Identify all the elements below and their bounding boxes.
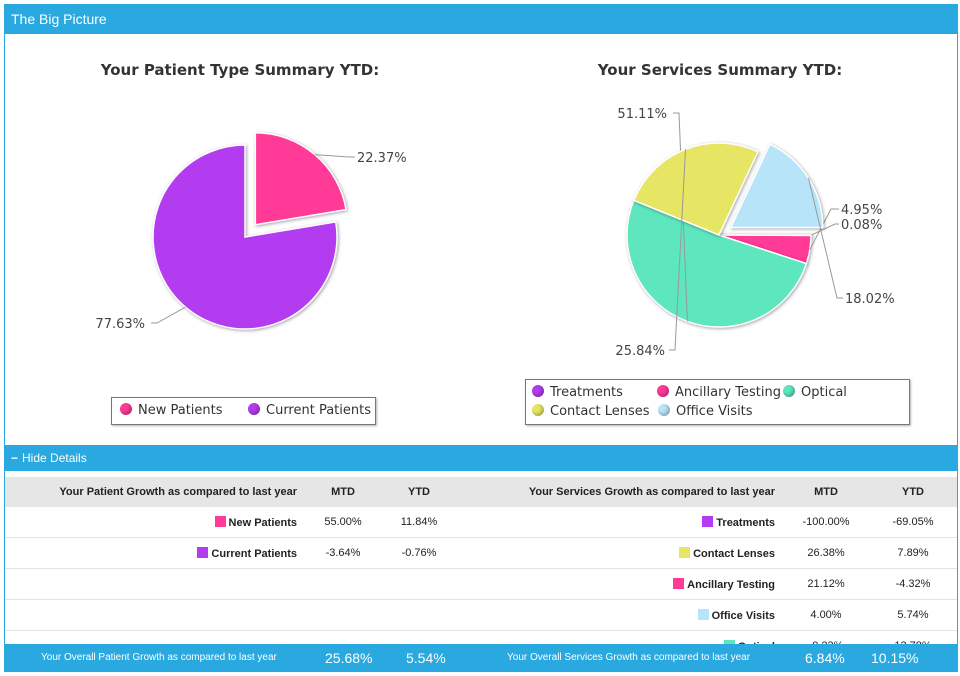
value-label-optical: 51.11% [617,107,667,122]
label-connector [809,208,839,250]
row-label: Ancillary Testing [457,568,783,600]
legend-dot-icon [120,403,132,415]
label-connector [808,177,843,299]
legend-dot-icon [532,385,544,397]
row-label: Office Visits [457,599,783,631]
color-swatch [197,546,209,558]
growth-table: Your Patient Growth as compared to last … [5,477,957,662]
ytd-header: YTD [381,477,457,507]
ytd-value: -69.05% [869,507,957,538]
value-label-new-patients: 22.37% [357,151,407,166]
overall-services-mtd: 6.84% [805,650,845,666]
big-picture-panel: The Big Picture Your Patient Type Summar… [4,4,958,672]
label-connector [314,154,355,158]
pie-slice-current-patients[interactable] [152,144,338,330]
services-pie: 0.08%4.95% 51.11% 25.84% 18.02% [615,107,895,359]
patient-growth-header: Your Patient Growth as compared to last … [5,477,305,507]
table-row: New Patients 55.00% 11.84% Treatments -1… [5,507,957,538]
ytd-value: 5.74% [869,599,957,631]
row-label: Contact Lenses [457,537,783,569]
label-connector [669,149,686,351]
table-row: Ancillary Testing 21.12% -4.32% [5,568,957,600]
mtd-value: 26.38% [783,537,869,569]
patient-chart-title: Your Patient Type Summary YTD: [100,61,380,79]
label-connector [673,112,688,322]
pie-slice-new-patients[interactable] [254,132,347,226]
legend-item-office-visits[interactable]: Office Visits [658,404,753,419]
ytd-value: -0.76% [381,537,457,569]
row-label: Current Patients [5,537,305,569]
table-header-row: Your Patient Growth as compared to last … [5,477,957,507]
legend-dot-icon [657,385,669,397]
patient-legend: New Patients Current Patients [111,397,376,425]
color-swatch [679,546,691,558]
mtd-value: -3.64% [305,537,381,569]
legend-item-new-patients[interactable]: New Patients [120,403,223,418]
color-swatch [673,577,685,589]
ytd-value: 7.89% [869,537,957,569]
ytd-header: YTD [869,477,957,507]
label-connector [151,306,186,324]
value-label-current-patients: 77.63% [95,317,145,332]
value-label-office-visits: 18.02% [845,292,895,307]
services-legend: Treatments Ancillary Testing Optical Con… [525,379,910,425]
color-swatch [697,608,709,620]
color-swatch [214,515,226,527]
legend-item-ancillary-testing[interactable]: Ancillary Testing [657,385,781,400]
services-growth-header: Your Services Growth as compared to last… [457,477,783,507]
legend-dot-icon [658,404,670,416]
panel-title: The Big Picture [5,5,957,34]
row-label: New Patients [5,507,305,538]
row-label: Treatments [457,507,783,538]
mtd-value: 55.00% [305,507,381,538]
ytd-value: -4.32% [869,568,957,600]
legend-dot-icon [248,403,260,415]
overall-services-ytd: 10.15% [871,650,919,666]
hide-details-label: Hide Details [22,451,87,465]
mtd-value: 21.12% [783,568,869,600]
mtd-value: 4.00% [783,599,869,631]
services-chart-title: Your Services Summary YTD: [597,61,843,79]
patient-type-pie: 22.37% 77.63% [95,132,407,332]
table-row: Office Visits 4.00% 5.74% [5,599,957,631]
value-label-contact-lenses: 25.84% [615,344,665,359]
value-label-treatments: 0.08% [841,218,882,233]
legend-item-contact-lenses[interactable]: Contact Lenses [532,404,650,419]
ytd-value: 11.84% [381,507,457,538]
legend-dot-icon [783,385,795,397]
minus-icon: − [11,451,19,465]
overall-patient-growth-label: Your Overall Patient Growth as compared … [41,652,277,663]
legend-dot-icon [532,404,544,416]
legend-item-optical[interactable]: Optical [783,385,847,400]
table-row: Current Patients -3.64% -0.76% Contact L… [5,537,957,569]
overall-services-growth-label: Your Overall Services Growth as compared… [507,652,751,663]
hide-details-toggle[interactable]: − Hide Details [5,445,957,471]
legend-item-current-patients[interactable]: Current Patients [248,403,371,418]
color-swatch [702,515,714,527]
legend-item-treatments[interactable]: Treatments [532,385,623,400]
value-label-ancillary-testing: 4.95% [841,203,882,218]
mtd-value: -100.00% [783,507,869,538]
overall-patient-ytd: 5.54% [406,650,446,666]
mtd-header: MTD [783,477,869,507]
overall-patient-mtd: 25.68% [325,650,373,666]
mtd-header: MTD [305,477,381,507]
overall-growth-footer: Your Overall Patient Growth as compared … [5,644,957,672]
